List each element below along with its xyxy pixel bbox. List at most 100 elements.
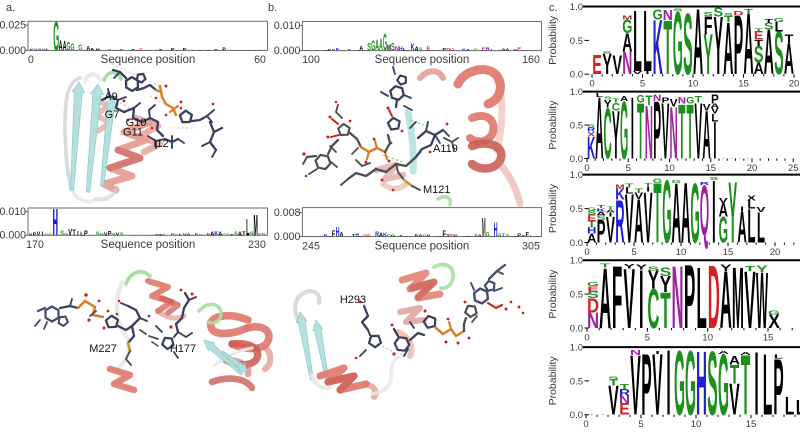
svg-text:G: G — [48, 233, 52, 236]
svg-text:T: T — [620, 382, 630, 391]
svg-text:0.0: 0.0 — [570, 238, 583, 249]
svg-text:P: P — [711, 92, 719, 106]
svg-text:0.5: 0.5 — [570, 290, 583, 301]
svg-text:S: S — [709, 176, 718, 181]
svg-text:0.0: 0.0 — [570, 154, 583, 165]
svg-text:.: . — [309, 49, 311, 51]
svg-text:.: . — [353, 49, 355, 51]
svg-text:Probability: Probability — [547, 183, 559, 233]
svg-text:Probability: Probability — [547, 15, 559, 65]
svg-text:I: I — [309, 236, 310, 237]
svg-text:I: I — [192, 50, 193, 51]
svg-text:A: A — [693, 0, 703, 95]
svg-text:N: N — [630, 348, 641, 357]
svg-text:G11: G11 — [123, 127, 143, 139]
svg-text:I: I — [317, 50, 318, 51]
svg-text:0.010: 0.010 — [0, 206, 26, 218]
svg-text:.: . — [345, 235, 347, 237]
svg-text:.: . — [534, 49, 536, 51]
svg-text:A: A — [359, 46, 363, 52]
svg-text:D: D — [733, 10, 743, 17]
svg-text:.: . — [227, 49, 229, 51]
svg-text:G: G — [774, 17, 784, 23]
svg-text:K: K — [356, 50, 360, 51]
svg-text:A: A — [340, 232, 344, 238]
svg-text:V: V — [719, 197, 729, 206]
svg-text:60: 60 — [254, 54, 266, 66]
svg-text:170: 170 — [26, 239, 44, 251]
svg-text:1.0: 1.0 — [570, 256, 583, 267]
svg-text:G: G — [587, 206, 596, 211]
svg-text:G: G — [513, 49, 517, 50]
svg-text:1.0: 1.0 — [570, 2, 583, 13]
svg-text:A119: A119 — [433, 143, 458, 155]
svg-text:T: T — [635, 187, 644, 195]
svg-text:M227: M227 — [89, 343, 117, 355]
svg-text:.: . — [188, 49, 190, 51]
svg-text:L: L — [596, 92, 604, 98]
svg-text:.: . — [89, 233, 91, 236]
svg-text:T: T — [754, 27, 763, 32]
svg-text:T: T — [785, 32, 794, 45]
svg-text:0: 0 — [583, 419, 588, 427]
svg-text:T: T — [764, 18, 773, 24]
svg-text:Probability: Probability — [547, 356, 559, 406]
svg-text:0.000: 0.000 — [0, 230, 26, 242]
svg-text:M: M — [732, 250, 744, 348]
svg-text:I12: I12 — [153, 138, 168, 150]
svg-text:M: M — [96, 47, 100, 51]
svg-text:T: T — [612, 97, 620, 103]
svg-text:M: M — [466, 236, 470, 237]
svg-text:I: I — [754, 334, 758, 427]
svg-text:S: S — [660, 266, 672, 279]
svg-text:1.0: 1.0 — [570, 170, 583, 181]
svg-text:R: R — [355, 233, 359, 239]
svg-text:K: K — [191, 234, 195, 235]
svg-text:0.5: 0.5 — [570, 120, 583, 131]
svg-text:.: . — [463, 235, 465, 237]
svg-text:0.025: 0.025 — [0, 20, 26, 32]
svg-text:1.0: 1.0 — [570, 87, 583, 98]
svg-text:I: I — [491, 49, 492, 50]
svg-text:I: I — [436, 236, 437, 237]
svg-text:Y: Y — [728, 164, 737, 262]
svg-text:G7: G7 — [105, 109, 120, 121]
svg-text:T: T — [625, 183, 634, 189]
svg-text:0.000: 0.000 — [274, 45, 301, 57]
svg-text:P: P — [641, 337, 651, 427]
svg-text:T: T — [645, 93, 652, 108]
svg-text:V: V — [427, 234, 431, 237]
svg-text:H: H — [696, 332, 707, 427]
svg-text:.: . — [746, 157, 749, 159]
svg-text:I: I — [455, 50, 456, 51]
svg-text:.: . — [140, 234, 142, 236]
svg-text:V: V — [612, 49, 622, 80]
svg-text:a.: a. — [6, 2, 15, 14]
svg-text:S: S — [683, 0, 693, 94]
svg-text:L: L — [643, 0, 652, 90]
svg-text:G: G — [674, 332, 685, 427]
svg-text:.: . — [738, 157, 741, 159]
svg-text:G: G — [653, 177, 663, 185]
svg-text:G: G — [685, 332, 696, 427]
svg-text:G: G — [78, 44, 82, 52]
svg-text:G: G — [474, 48, 478, 51]
svg-text:A9: A9 — [104, 91, 117, 103]
svg-text:I: I — [148, 235, 149, 236]
svg-text:M: M — [438, 236, 442, 237]
svg-text:.: . — [522, 49, 524, 51]
svg-text:0.000: 0.000 — [0, 45, 26, 57]
svg-text:I: I — [321, 236, 322, 237]
svg-text:.: . — [436, 49, 438, 51]
svg-text:G: G — [637, 93, 645, 105]
svg-text:E: E — [592, 49, 602, 80]
svg-text:100: 100 — [302, 54, 320, 66]
svg-text:0.5: 0.5 — [570, 376, 583, 387]
svg-text:T: T — [745, 264, 755, 273]
svg-text:0.008: 0.008 — [274, 207, 301, 219]
svg-text:E: E — [427, 47, 431, 53]
svg-text:I: I — [176, 50, 177, 51]
svg-text:S: S — [648, 265, 660, 272]
svg-text:0.000: 0.000 — [274, 231, 301, 243]
svg-text:I: I — [666, 332, 670, 427]
